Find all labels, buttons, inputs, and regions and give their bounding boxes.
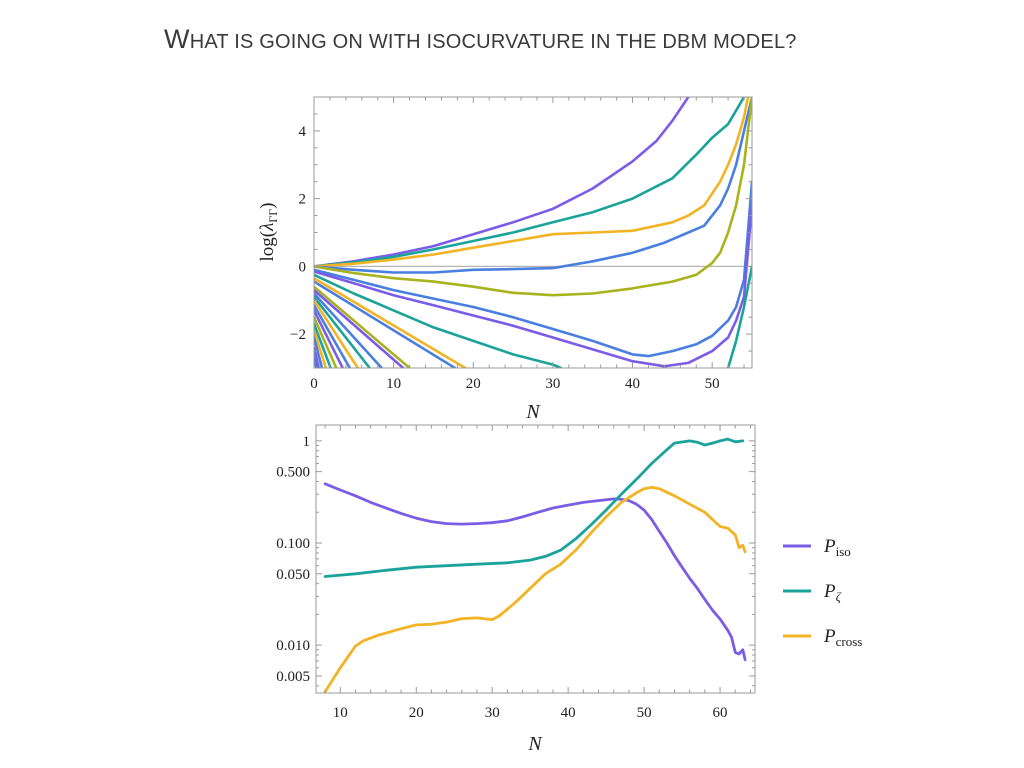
eigenvalue-line-6 (314, 180, 752, 358)
legend-item-p-cross: Pcross (783, 626, 862, 649)
bottom-x-tick-label: 20 (409, 705, 424, 721)
eigenvalue-line-21 (314, 329, 328, 368)
bottom-y-tick-label: 0.005 (276, 669, 310, 685)
slide-title: What is going on with isocurvature in th… (164, 24, 797, 55)
top-x-tick-label: 50 (705, 376, 720, 392)
legend-label: Pcross (823, 626, 862, 649)
top-y-axis-label: log(λΓΓ) (257, 202, 280, 261)
eigenvalue-line-13 (314, 288, 405, 368)
eigenvalue-line-9 (726, 265, 752, 368)
eigenvalue-line-1 (314, 97, 690, 268)
eigenvalue-line-12 (314, 285, 411, 368)
eigenvalue-line-19 (314, 315, 338, 368)
series-line-p-cross (323, 485, 747, 693)
top-y-tick-label: −2 (290, 327, 306, 343)
power-spectrum-chart: 10 20 30 40 50 60 1 0.500 0.100 0.050 0.010 0.005 N (276, 424, 756, 755)
eigenvalue-line-18 (314, 309, 345, 368)
bottom-x-tick-label: 10 (333, 705, 348, 721)
top-x-tick-label: 20 (466, 376, 481, 392)
bottom-x-axis-label: N (527, 733, 543, 755)
legend-label: Pζ (823, 581, 842, 604)
eigenvalue-line-20 (314, 322, 333, 368)
bottom-y-tick-label: 0.010 (276, 638, 310, 654)
eigenvalue-line-8 (314, 273, 563, 368)
eigenvalue-line-16 (314, 298, 360, 368)
eigenvalue-line-7 (314, 204, 752, 368)
eigenvalue-line-14 (314, 292, 384, 368)
legend: Piso Pζ Pcross (783, 536, 862, 649)
top-y-tick-label: 2 (299, 192, 307, 208)
eigenvalue-line-22 (314, 336, 324, 368)
top-y-tick-label: 4 (299, 124, 307, 140)
bottom-y-tick-label: 0.500 (276, 465, 310, 481)
bottom-x-tick-label: 50 (637, 705, 652, 721)
top-x-tick-label: 0 (310, 376, 318, 392)
legend-item-p-zeta: Pζ (783, 581, 842, 604)
bottom-x-tick-label: 40 (561, 705, 576, 721)
bottom-y-tick-label: 0.100 (276, 536, 310, 552)
title-first-letter: W (164, 24, 190, 54)
eigenvalue-line-10 (314, 276, 467, 368)
bottom-x-tick-label: 60 (713, 705, 728, 721)
eigenvalue-line-15 (314, 295, 372, 368)
legend-label: Piso (823, 536, 851, 559)
eigenvalue-chart: 0 10 20 30 40 50 −2 0 2 4 log(λΓΓ) N (257, 96, 753, 423)
eigenvalue-line-11 (314, 280, 457, 368)
eigenvalue-line-5 (314, 97, 752, 297)
top-x-tick-label: 30 (545, 376, 560, 392)
eigenvalue-line-3 (314, 97, 750, 268)
top-y-tick-label: 0 (299, 259, 307, 275)
bottom-x-tick-label: 30 (485, 705, 500, 721)
bottom-y-tick-label: 1 (303, 434, 311, 450)
legend-item-p-iso: Piso (783, 536, 851, 559)
top-x-tick-label: 40 (625, 376, 640, 392)
title-rest: hat is going on with isocurvature in the… (189, 31, 797, 53)
top-x-axis-label: N (525, 401, 541, 423)
series-line-p-zeta (323, 437, 745, 578)
eigenvalue-line-4 (314, 97, 752, 274)
eigenvalue-line-2 (314, 97, 746, 268)
eigenvalue-line-17 (314, 303, 352, 368)
bottom-y-tick-label: 0.050 (276, 567, 310, 583)
top-x-tick-label: 10 (386, 376, 401, 392)
